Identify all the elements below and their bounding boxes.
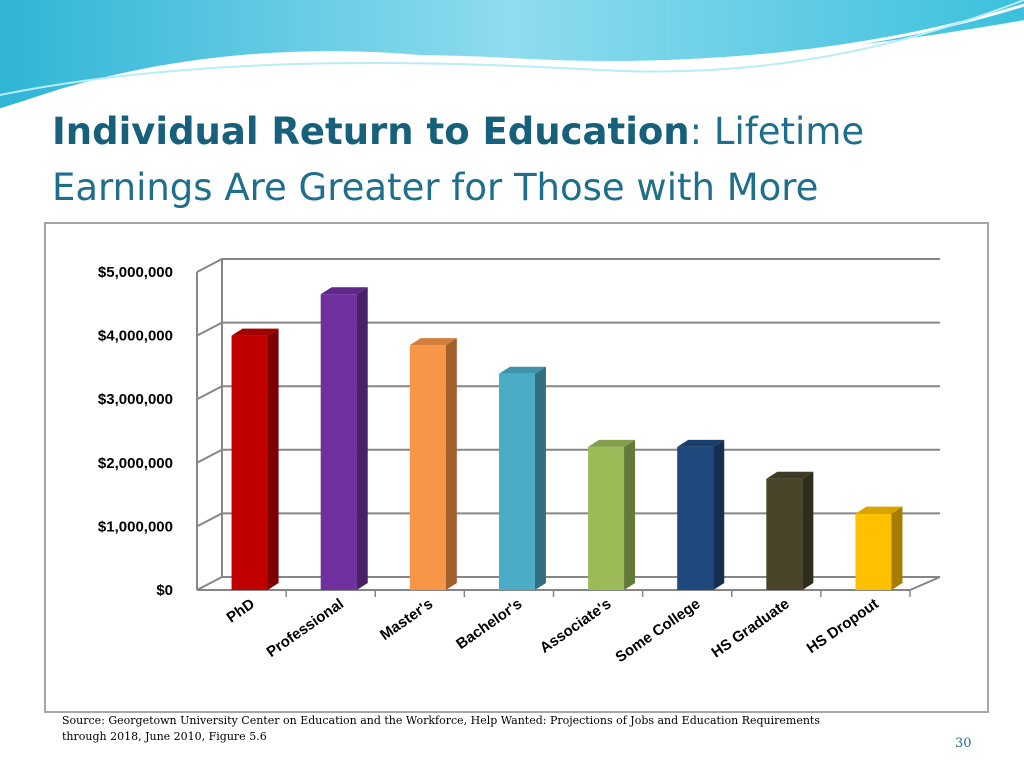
bar-side-shade [356, 287, 368, 590]
bar-group [231, 328, 279, 590]
bar-group [677, 439, 725, 590]
bar-group [766, 471, 814, 590]
bar-group [855, 506, 903, 590]
bar-top-shade [588, 439, 636, 447]
y-tick-label: $5,000,000 [98, 264, 173, 281]
bar-top [409, 338, 457, 346]
y-tick-label: $3,000,000 [98, 391, 173, 408]
bar-top [231, 328, 279, 336]
bar-side [267, 328, 279, 590]
bar-top-shade [320, 287, 368, 295]
bar-group [320, 287, 368, 590]
bar-group [498, 366, 546, 590]
bar [409, 345, 446, 590]
bar-top-shade [677, 439, 725, 447]
y-tick-label: $2,000,000 [98, 455, 173, 472]
bar [320, 294, 357, 590]
bar-top [320, 287, 368, 295]
bar-top-shade [855, 506, 903, 514]
bar-side [802, 471, 814, 590]
bar-side-shade [713, 439, 725, 590]
bar [231, 335, 268, 590]
bar-side [534, 366, 546, 590]
bar-top [677, 439, 725, 447]
bar [677, 446, 714, 590]
bar [498, 373, 535, 590]
y-tick-label: $4,000,000 [98, 328, 173, 345]
bar-side-shade [891, 506, 903, 590]
bar-top-shade [498, 366, 546, 374]
grid-line [196, 258, 940, 273]
bar-side [624, 439, 636, 590]
bar-side [445, 338, 457, 590]
bar-side-shade [534, 366, 546, 590]
bar-side-shade [267, 328, 279, 590]
bar [766, 478, 803, 590]
bar-top [588, 439, 636, 447]
bar-side-shade [802, 471, 814, 590]
bar-group [409, 338, 457, 590]
header-wave [0, 0, 1024, 112]
bar-top [498, 366, 546, 374]
bar [588, 446, 625, 590]
page-number: 30 [955, 736, 972, 751]
bar-side-shade [624, 439, 636, 590]
grid-line [196, 385, 940, 401]
grid-line [196, 321, 940, 337]
bar-top [766, 471, 814, 479]
bar-top-shade [766, 471, 814, 479]
title-emphasis: Individual Return to Education [52, 110, 690, 153]
source-note: Source: Georgetown University Center on … [62, 714, 820, 743]
bar-side [356, 287, 368, 590]
bar-side [713, 439, 725, 590]
bar-side [891, 506, 903, 590]
bar-top-shade [409, 338, 457, 346]
y-tick-label: $1,000,000 [98, 518, 173, 535]
y-tick-label: $0 [156, 582, 173, 599]
bar-top [855, 506, 903, 514]
bar-top-shade [231, 328, 279, 336]
bar [855, 513, 892, 590]
bar-group [588, 439, 636, 590]
bar-side-shade [445, 338, 457, 590]
